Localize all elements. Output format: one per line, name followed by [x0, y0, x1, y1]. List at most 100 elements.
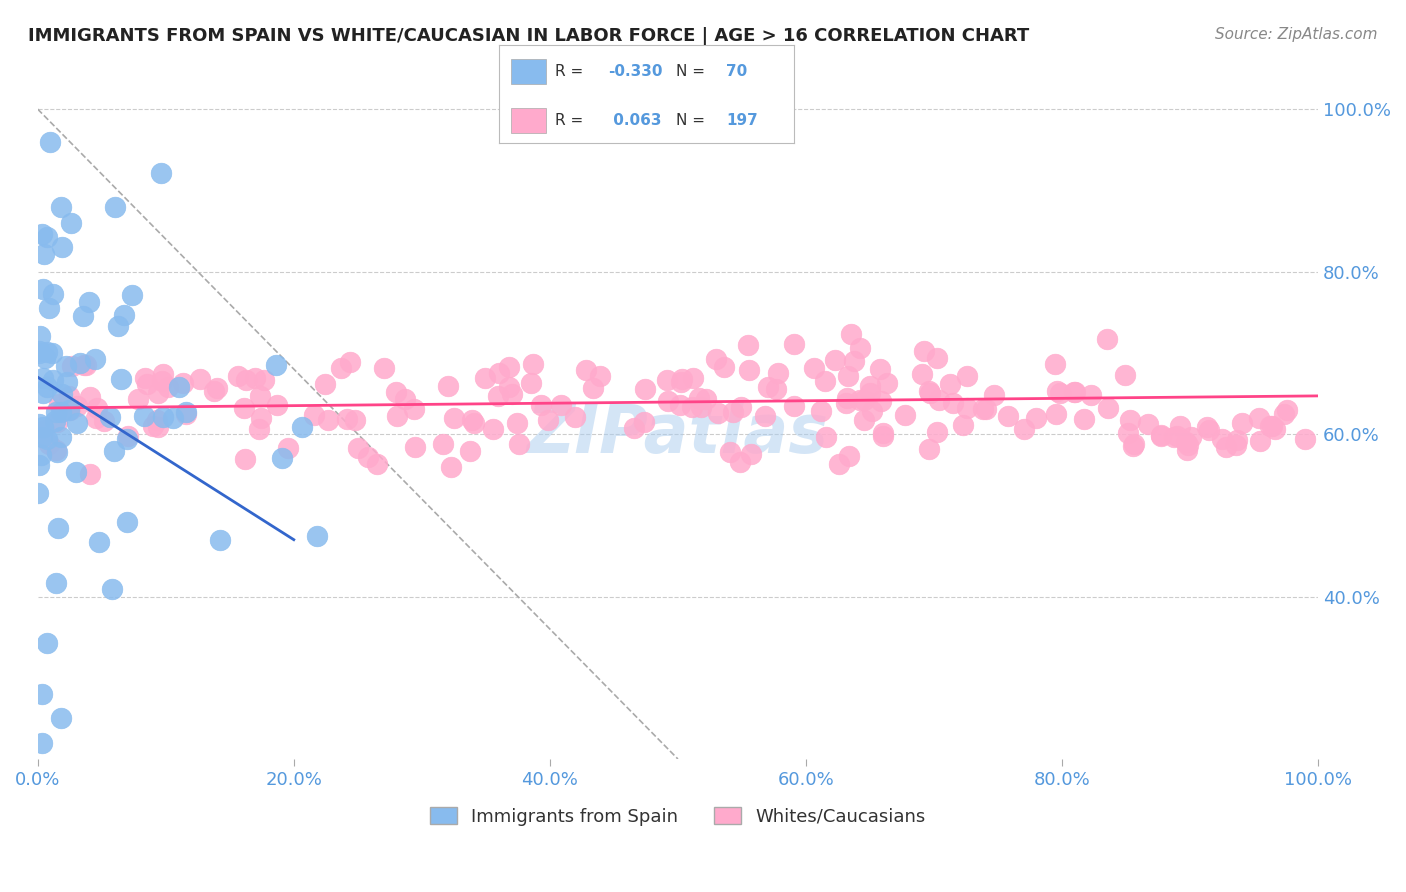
Point [100, 582, 122, 596]
Point [1064, 384, 1087, 399]
Point [146, 420, 169, 434]
Point [339, 355, 361, 369]
Point [972, 401, 994, 416]
FancyBboxPatch shape [510, 59, 547, 84]
Point [839, 327, 862, 342]
Point [506, 416, 529, 430]
Point [837, 368, 859, 383]
Point [1175, 442, 1198, 457]
Point [1116, 425, 1139, 440]
Point [1230, 416, 1253, 430]
Point [835, 396, 858, 410]
Point [849, 341, 872, 355]
Point [681, 400, 703, 414]
Point [704, 352, 727, 367]
Point [1272, 407, 1295, 421]
Point [498, 380, 520, 394]
Point [849, 392, 872, 407]
Point [38, 436, 60, 450]
Point [956, 401, 979, 415]
Point [852, 412, 875, 426]
Point [1277, 403, 1299, 417]
Point [870, 393, 893, 408]
Point [44, 414, 66, 428]
Point [737, 363, 759, 377]
Point [316, 413, 339, 427]
Point [894, 409, 917, 423]
Point [1080, 388, 1102, 402]
Point [872, 425, 894, 440]
Point [876, 376, 898, 390]
FancyBboxPatch shape [510, 109, 547, 133]
Point [402, 401, 425, 416]
Point [498, 359, 520, 374]
Point [737, 337, 759, 351]
Point [1198, 423, 1220, 437]
Point [1225, 438, 1247, 452]
Point [38, 135, 60, 149]
Point [721, 405, 744, 419]
Point [49, 200, 72, 214]
Point [51, 387, 73, 401]
Point [623, 420, 645, 434]
Legend: Immigrants from Spain, Whites/Caucasians: Immigrants from Spain, Whites/Caucasians [422, 800, 934, 833]
Point [27, 417, 49, 431]
Point [31, 430, 53, 444]
Point [815, 430, 838, 444]
Point [918, 384, 941, 398]
Point [58, 403, 80, 417]
Point [127, 392, 149, 407]
Point [925, 351, 948, 365]
Text: N =: N = [676, 112, 710, 128]
Point [858, 379, 880, 393]
Point [432, 437, 454, 451]
Point [35, 432, 58, 446]
Point [1045, 357, 1067, 371]
Point [104, 200, 127, 214]
Point [35, 635, 58, 649]
Point [60, 216, 83, 230]
Text: ZIPatlas: ZIPatlas [527, 401, 830, 467]
Point [66, 416, 89, 430]
Point [347, 441, 370, 455]
Point [73, 359, 96, 373]
Point [1195, 420, 1218, 434]
Point [169, 380, 191, 394]
Point [366, 458, 388, 472]
Point [112, 308, 135, 322]
Point [37, 380, 59, 394]
Point [1012, 422, 1035, 436]
Point [501, 386, 523, 401]
Point [202, 384, 225, 399]
Point [31, 227, 53, 241]
Point [291, 420, 314, 434]
Point [373, 361, 395, 376]
Point [1249, 434, 1271, 448]
Point [84, 351, 107, 366]
Point [84, 411, 107, 425]
Point [41, 287, 63, 301]
Point [740, 447, 762, 461]
Point [134, 409, 156, 424]
Point [589, 369, 612, 384]
Point [32, 423, 55, 437]
Point [828, 458, 851, 472]
Point [942, 396, 965, 410]
Point [60, 359, 83, 373]
Point [486, 389, 509, 403]
Point [1025, 410, 1047, 425]
Point [404, 441, 426, 455]
Point [859, 386, 882, 401]
Point [938, 376, 960, 391]
Point [394, 392, 416, 407]
Point [243, 371, 266, 385]
Point [537, 413, 560, 427]
Point [530, 398, 553, 412]
Point [1045, 407, 1067, 421]
Point [136, 376, 159, 391]
Point [690, 400, 713, 414]
Point [1123, 437, 1146, 451]
Point [707, 406, 730, 420]
Point [149, 165, 172, 179]
Point [765, 382, 787, 396]
